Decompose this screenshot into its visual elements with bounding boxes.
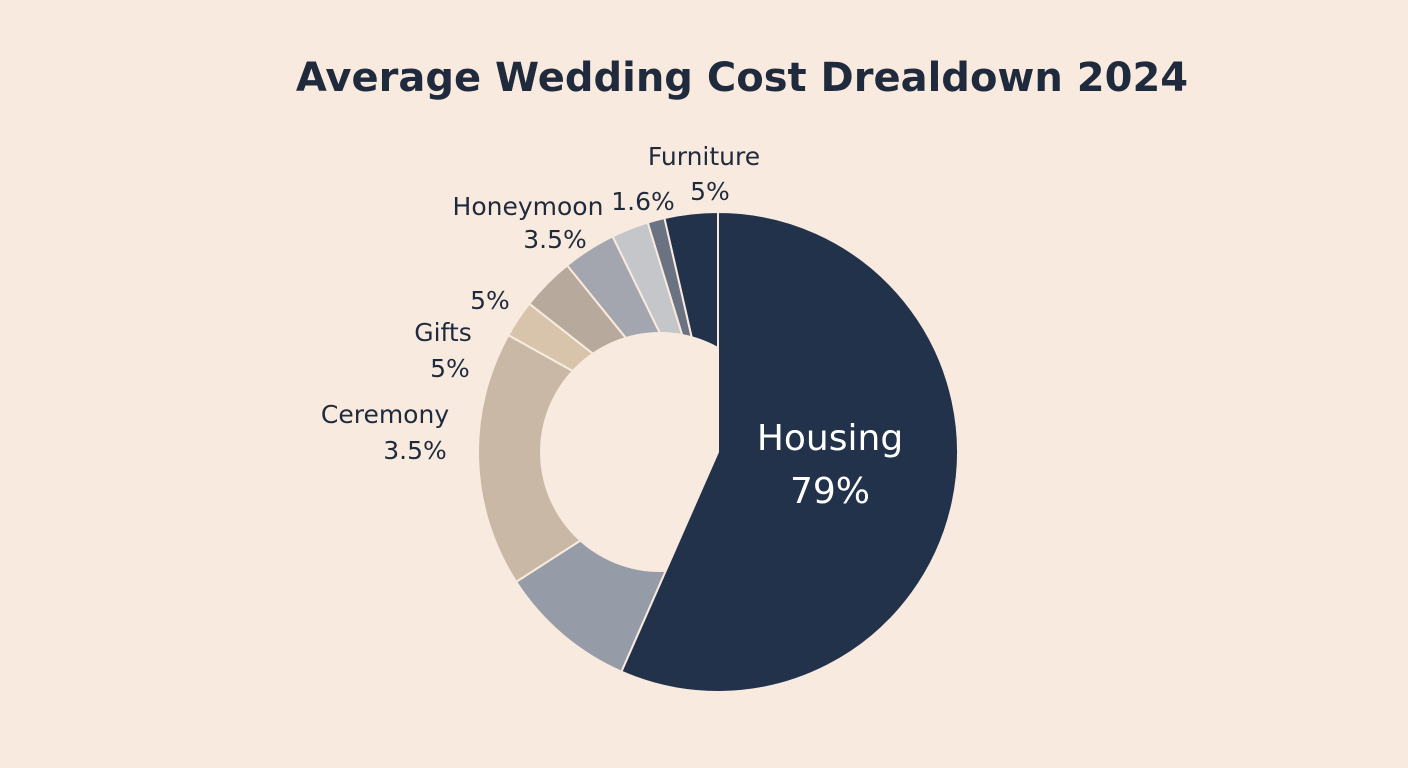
slice-name: Honeymoon	[453, 192, 604, 221]
slice-name: Furniture	[648, 142, 760, 171]
slice-name: Housing	[757, 418, 903, 459]
slice-value: 3.5%	[383, 436, 447, 465]
slice-value: 5%	[470, 286, 510, 315]
slice-name: Ceremony	[321, 400, 449, 429]
slice	[620, 210, 959, 693]
pie	[477, 210, 959, 693]
labels: Housing 79% Ceremony 3.5% 5% Gifts 5% Honeymoon…	[321, 142, 903, 512]
slice-name: Gifts	[414, 318, 472, 347]
chart-title: Average Wedding Cost Drealdown 2024	[296, 55, 1188, 101]
slice-value: 5%	[430, 354, 470, 383]
slice-value: 5%	[690, 177, 730, 206]
slice-value: 3.5%	[523, 225, 587, 254]
slice-value: 1.6%	[611, 187, 675, 216]
slice-value: 79%	[790, 471, 870, 512]
